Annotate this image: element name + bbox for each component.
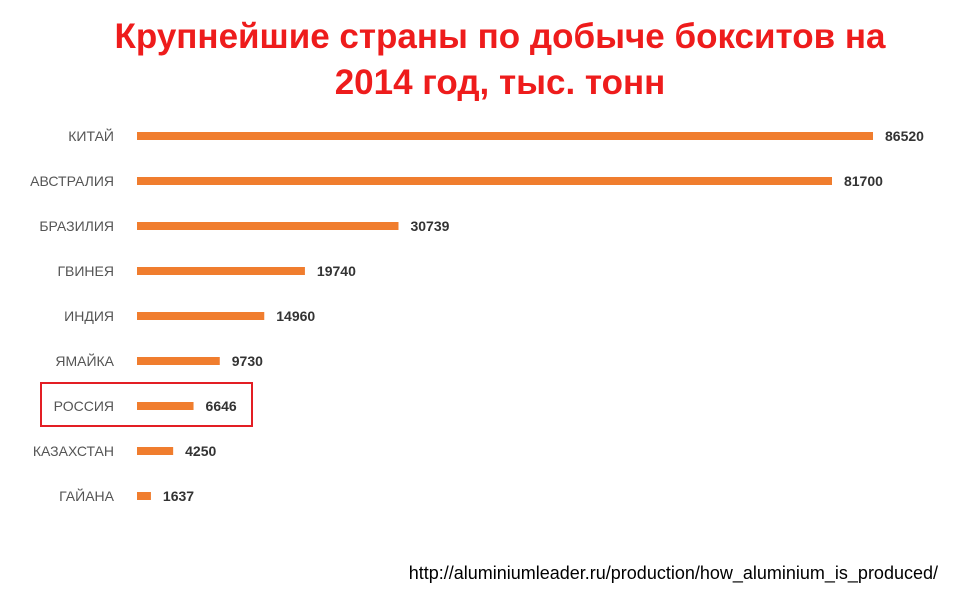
data-label: 86520 [885,128,924,144]
data-label: 81700 [844,173,883,189]
source-link[interactable]: http://aluminiumleader.ru/production/how… [408,563,938,583]
data-label: 1637 [163,488,194,504]
bar [137,492,151,500]
category-label: АВСТРАЛИЯ [30,173,114,189]
bar-chart: КИТАЙ 86520 АВСТРАЛИЯ 81700 БРАЗИЛИЯ 30739 ГВИ… [30,127,924,504]
bar [137,402,194,410]
category-label: ГВИНЕЯ [57,263,114,279]
bar [137,312,265,320]
category-label: РОССИЯ [54,398,114,414]
chart-title: Крупнейшие страны по добыче бокситов на … [0,14,960,106]
category-label: ЯМАЙКА [55,352,114,369]
category-label: ГАЙАНА [59,487,114,504]
data-label: 6646 [206,398,237,414]
data-label: 19740 [317,263,356,279]
bar [137,447,174,455]
category-label: КИТАЙ [68,127,114,144]
bar [137,132,873,140]
russia-highlight-box [40,382,253,427]
category-label: БРАЗИЛИЯ [39,218,114,234]
category-label: ИНДИЯ [64,308,114,324]
bar [137,222,399,230]
bar [137,267,305,275]
data-label: 9730 [232,353,263,369]
data-label: 30739 [410,218,449,234]
bar [137,357,220,365]
chart-title-line-2: 2014 год, тыс. тонн [334,63,666,102]
data-label: 14960 [276,308,315,324]
bar [137,177,832,185]
data-label: 4250 [185,443,216,459]
chart-title-line-1: Крупнейшие страны по добыче бокситов на [114,17,886,56]
category-label: КАЗАХСТАН [33,443,114,459]
